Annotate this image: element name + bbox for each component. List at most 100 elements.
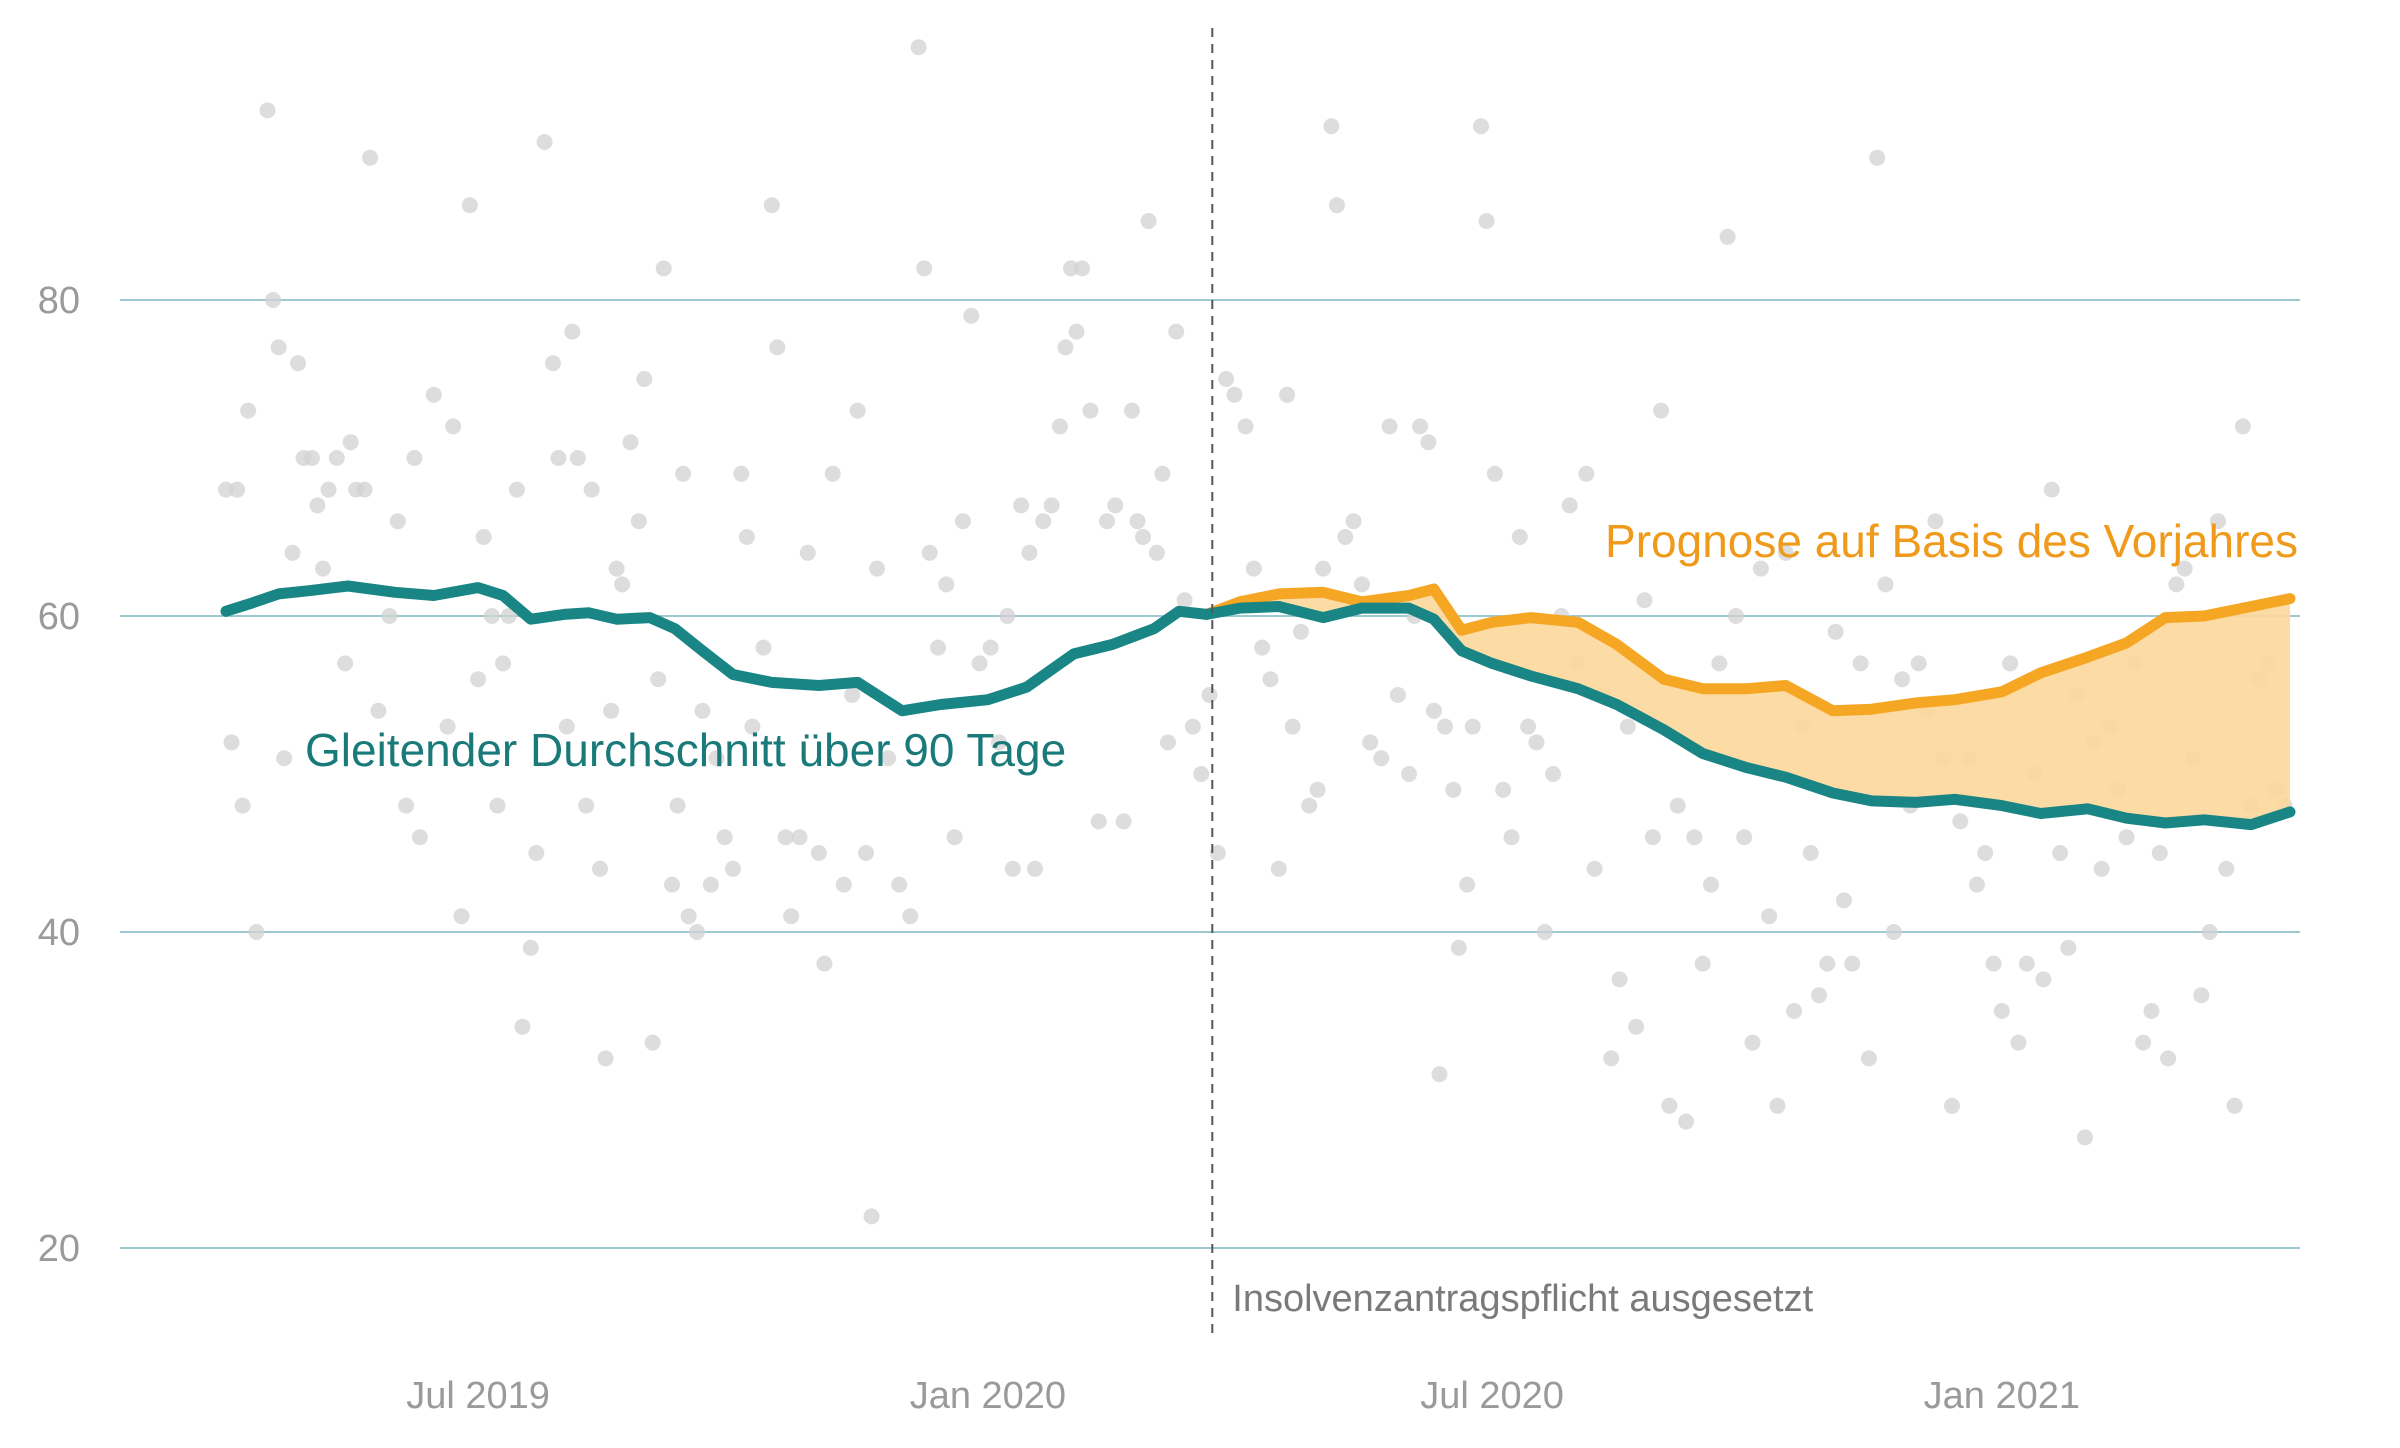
scatter-point xyxy=(702,876,719,893)
scatter-point xyxy=(284,544,301,561)
label-average: Gleitender Durchschnitt über 90 Tage xyxy=(305,724,1066,776)
scatter-point xyxy=(229,481,246,498)
forecast-gap-fill xyxy=(1206,589,2290,825)
scatter-point xyxy=(1860,1050,1877,1067)
scatter-point xyxy=(1977,845,1994,861)
scatter-point xyxy=(248,924,265,940)
scatter-point xyxy=(500,608,517,624)
y-tick-label: 40 xyxy=(38,912,80,954)
scatter-point xyxy=(603,702,620,719)
scatter-point xyxy=(2076,1129,2093,1146)
scatter-point xyxy=(453,908,470,925)
scatter-point xyxy=(694,702,711,719)
forecast-line xyxy=(1201,583,2296,717)
scatter-point xyxy=(1148,544,1165,561)
scatter-point xyxy=(2234,418,2251,435)
scatter-point xyxy=(1193,766,1210,782)
scatter-point xyxy=(592,860,609,877)
scatter-point xyxy=(356,481,373,498)
scatter-point xyxy=(824,465,841,482)
scatter-point xyxy=(564,323,581,340)
scatter-point xyxy=(1819,955,1836,972)
scatter-point xyxy=(902,908,919,925)
scatter-point xyxy=(869,560,886,577)
scatter-point xyxy=(724,860,741,877)
scatter-point xyxy=(1993,1003,2010,1019)
scatter-point xyxy=(461,197,478,214)
scatter-point xyxy=(1811,987,1828,1004)
scatter-point xyxy=(1135,529,1152,545)
scatter-point xyxy=(489,797,506,814)
scatter-point xyxy=(1727,608,1744,624)
scatter-point xyxy=(2193,987,2210,1004)
scatter-point xyxy=(2135,1034,2152,1051)
scatter-point xyxy=(1123,402,1140,419)
scatter-point xyxy=(309,497,326,514)
scatter-point xyxy=(597,1050,614,1067)
x-tick-label: Jan 2020 xyxy=(910,1375,1066,1417)
scatter-point xyxy=(1786,1003,1803,1019)
scatter-point xyxy=(1057,339,1074,356)
scatter-point xyxy=(844,687,861,703)
scatter-point xyxy=(1777,544,1794,561)
scatter-point xyxy=(1844,955,1861,972)
scatter-point xyxy=(2160,1050,2177,1067)
scatter-point xyxy=(1373,750,1390,767)
scatter-point xyxy=(1315,560,1332,577)
scatter-point xyxy=(2010,1034,2027,1051)
scatter-point xyxy=(921,544,938,561)
scatter-point xyxy=(2143,1003,2160,1019)
scatter-point xyxy=(1159,734,1176,751)
scatter-point xyxy=(1284,718,1301,735)
scatter-point xyxy=(536,134,553,150)
scatter-point xyxy=(1292,623,1309,640)
scatter-point xyxy=(303,450,320,466)
y-axis-ticks: 20 40 60 80 xyxy=(38,280,80,1270)
scatter-point xyxy=(1952,813,1969,830)
scatter-point xyxy=(1412,418,1429,435)
scatter-point xyxy=(1586,860,1603,877)
scatter-point xyxy=(1099,513,1116,530)
scatter-point xyxy=(1852,655,1869,672)
scatter-point xyxy=(1528,734,1545,751)
scatter-point xyxy=(680,908,697,925)
scatter-point xyxy=(1561,497,1578,514)
annotations: Insolvenzantragspflicht ausgesetzt xyxy=(1211,28,1814,1340)
scatter-point xyxy=(1437,718,1454,735)
scatter-point xyxy=(636,371,653,387)
scatter-point xyxy=(276,750,293,767)
scatter-point xyxy=(223,734,240,751)
scatter-point xyxy=(550,450,567,466)
scatter-point xyxy=(755,639,772,656)
scatter-point xyxy=(738,529,755,545)
scatter-point xyxy=(439,718,456,735)
y-tick-label: 60 xyxy=(38,596,80,638)
scatter-point xyxy=(2151,845,2168,861)
scatter-point xyxy=(2218,860,2235,877)
scatter-point xyxy=(528,845,545,861)
scatter-point xyxy=(2226,1097,2243,1114)
scatter-point xyxy=(1769,1097,1786,1114)
scatter-point xyxy=(2060,939,2077,956)
scatter-point xyxy=(1107,497,1124,514)
scatter-point xyxy=(483,608,500,624)
scatter-point xyxy=(218,481,234,498)
scatter-point xyxy=(495,655,512,672)
scatter-point xyxy=(2168,576,2185,593)
scatter-point xyxy=(835,876,852,893)
scatter-point xyxy=(1245,560,1262,577)
scatter-point xyxy=(1362,734,1379,751)
scatter-point xyxy=(1711,655,1728,672)
scatter-point xyxy=(655,260,672,277)
scatter-point xyxy=(1353,576,1370,593)
scatter-point xyxy=(1431,1066,1448,1083)
scatter-point xyxy=(342,434,359,451)
scatter-point xyxy=(716,829,733,846)
scatter-point xyxy=(1201,687,1218,703)
scatter-point xyxy=(1062,260,1079,277)
scatter-point xyxy=(445,418,462,435)
scatter-point xyxy=(1520,718,1537,735)
scatter-point xyxy=(982,639,999,656)
scatter-point xyxy=(644,1034,661,1051)
x-tick-label: Jul 2020 xyxy=(1420,1375,1564,1417)
